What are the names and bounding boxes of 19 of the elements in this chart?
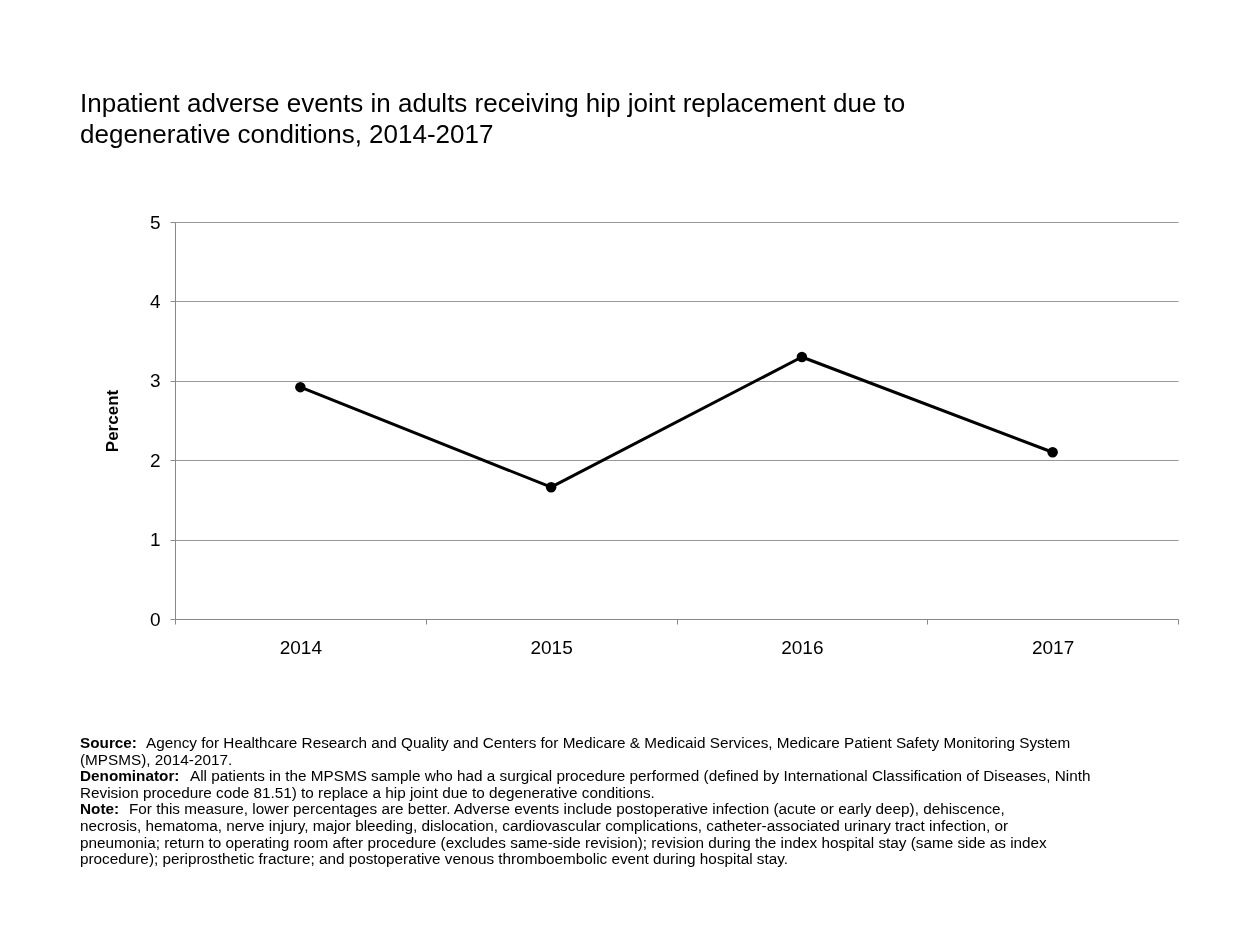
chart-title: Inpatient adverse events in adults receiving hip joint replacement due to degenerative conditions, 2014-2017 [80, 88, 906, 149]
y-tick-label: 3 [149, 370, 161, 392]
point [295, 381, 306, 393]
y-tick-label: 5 [149, 211, 161, 233]
point [796, 351, 808, 363]
x-tick-label: 2016 [781, 636, 824, 658]
x-tick-label: 2015 [530, 636, 573, 658]
y-axis-title: Percent [102, 389, 122, 453]
y-tick-label: 4 [149, 290, 161, 312]
source-note: Source: Agency for Healthcare Research and Quality and Centers for Medicare & Medicaid Services, Medicare Patient Safety Monitoring System (MPSMS), 2014-2017. [80, 734, 1071, 768]
text: Note: For this measure, lower percentages are better. Adverse events include postoperative infection (acute or early deep), dehiscence, necrosis, hematoma, nerve injury, major bleeding, dislocation, cardiovascular complications, catheter-associated urinary tract infection, or pneumonia; return to operating room after procedure (excludes same-side revision); revision during the index hospital stay (same side as index procedure); periprosthetic fracture; and postoperative venous thromboembolic event during hospital stay. [80, 800, 1048, 868]
y-tick-label: 1 [149, 529, 161, 551]
x-tick-label: 2017 [1031, 636, 1075, 658]
text: Denominator: All patients in the MPSMS sample who had a surgical procedure performed (defined by International Classification of Diseases, Ninth Revision procedure code 81.51) to replace a hip joint due to degenerative conditions. [80, 767, 1091, 801]
x-tick-label: 2014 [279, 636, 323, 658]
y-tick-label: 2 [149, 449, 161, 471]
y-tick-label: 0 [149, 608, 161, 630]
point [545, 481, 557, 493]
point [1047, 447, 1058, 458]
